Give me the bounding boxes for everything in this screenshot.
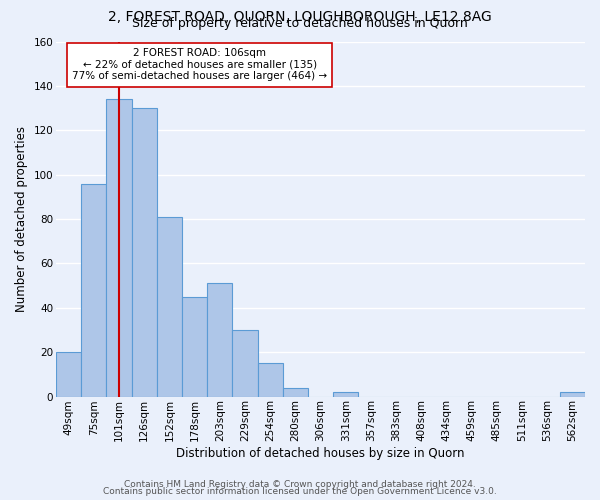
Y-axis label: Number of detached properties: Number of detached properties (15, 126, 28, 312)
Bar (283, 388, 308, 396)
Text: Size of property relative to detached houses in Quorn: Size of property relative to detached ho… (132, 18, 468, 30)
Bar (333, 392, 358, 396)
Bar (182, 296, 207, 396)
Bar (106, 99, 131, 396)
Bar (56, 352, 81, 397)
Bar (257, 364, 283, 396)
Bar (131, 108, 157, 397)
Bar (207, 284, 232, 397)
X-axis label: Distribution of detached houses by size in Quorn: Distribution of detached houses by size … (176, 447, 465, 460)
Text: Contains HM Land Registry data © Crown copyright and database right 2024.: Contains HM Land Registry data © Crown c… (124, 480, 476, 489)
Bar (157, 217, 182, 396)
Bar (232, 330, 257, 396)
Text: 2 FOREST ROAD: 106sqm
← 22% of detached houses are smaller (135)
77% of semi-det: 2 FOREST ROAD: 106sqm ← 22% of detached … (72, 48, 327, 82)
Text: Contains public sector information licensed under the Open Government Licence v3: Contains public sector information licen… (103, 487, 497, 496)
Bar (81, 184, 106, 396)
Text: 2, FOREST ROAD, QUORN, LOUGHBOROUGH, LE12 8AG: 2, FOREST ROAD, QUORN, LOUGHBOROUGH, LE1… (108, 10, 492, 24)
Bar (560, 392, 585, 396)
